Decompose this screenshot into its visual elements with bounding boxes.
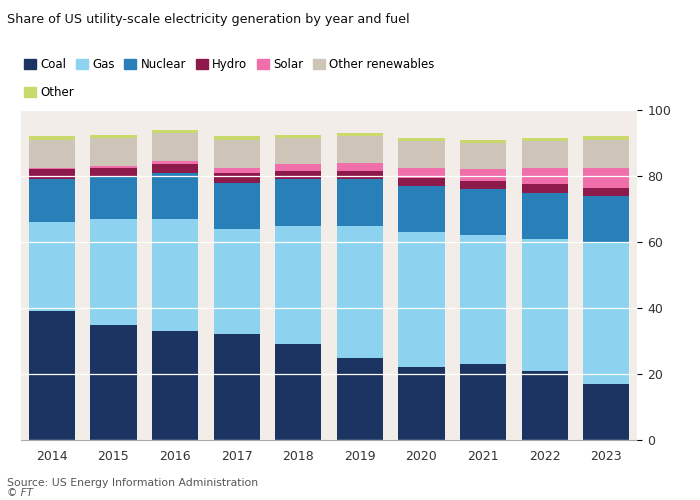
Bar bbox=[583, 188, 629, 196]
Bar bbox=[583, 168, 629, 188]
Bar bbox=[90, 166, 136, 168]
Bar bbox=[337, 136, 383, 163]
Bar bbox=[460, 181, 506, 189]
Bar bbox=[337, 226, 383, 358]
Bar bbox=[275, 134, 321, 138]
Bar bbox=[275, 180, 321, 226]
Bar bbox=[460, 364, 506, 440]
Bar bbox=[214, 136, 260, 140]
Bar bbox=[398, 368, 444, 440]
Bar bbox=[460, 140, 506, 143]
Bar bbox=[152, 164, 198, 172]
Bar bbox=[214, 182, 260, 229]
Bar bbox=[522, 142, 568, 168]
Bar bbox=[583, 196, 629, 242]
Bar bbox=[152, 172, 198, 219]
Bar bbox=[398, 168, 444, 177]
Bar bbox=[214, 334, 260, 440]
Bar bbox=[152, 133, 198, 161]
Bar bbox=[90, 176, 136, 219]
Bar bbox=[460, 189, 506, 236]
Bar bbox=[90, 219, 136, 324]
Bar bbox=[522, 138, 568, 141]
Bar bbox=[29, 222, 75, 312]
Bar bbox=[522, 238, 568, 370]
Bar bbox=[583, 242, 629, 384]
Bar bbox=[29, 170, 75, 179]
Bar bbox=[90, 168, 136, 176]
Bar bbox=[152, 331, 198, 440]
Bar bbox=[398, 142, 444, 168]
Bar bbox=[152, 161, 198, 164]
Bar bbox=[90, 134, 136, 138]
Bar bbox=[337, 133, 383, 136]
Bar bbox=[460, 236, 506, 364]
Bar bbox=[583, 384, 629, 440]
Bar bbox=[398, 138, 444, 141]
Bar bbox=[214, 172, 260, 182]
Bar bbox=[214, 168, 260, 172]
Bar bbox=[398, 232, 444, 368]
Bar bbox=[337, 163, 383, 171]
Text: Source: US Energy Information Administration: Source: US Energy Information Administra… bbox=[7, 478, 258, 488]
Bar bbox=[583, 140, 629, 168]
Bar bbox=[398, 178, 444, 186]
Bar bbox=[460, 170, 506, 181]
Bar bbox=[29, 180, 75, 222]
Legend: Other: Other bbox=[24, 86, 74, 99]
Bar bbox=[29, 136, 75, 140]
Bar bbox=[398, 186, 444, 232]
Bar bbox=[522, 192, 568, 238]
Bar bbox=[275, 171, 321, 179]
Bar bbox=[90, 324, 136, 440]
Bar bbox=[29, 140, 75, 168]
Bar bbox=[583, 136, 629, 140]
Bar bbox=[522, 370, 568, 440]
Bar bbox=[460, 143, 506, 170]
Bar bbox=[275, 226, 321, 344]
Bar bbox=[337, 171, 383, 179]
Bar bbox=[275, 344, 321, 440]
Bar bbox=[152, 219, 198, 331]
Bar bbox=[29, 312, 75, 440]
Bar bbox=[214, 140, 260, 168]
Bar bbox=[337, 358, 383, 440]
Bar bbox=[90, 138, 136, 166]
Bar bbox=[275, 138, 321, 164]
Bar bbox=[337, 180, 383, 226]
Bar bbox=[29, 168, 75, 170]
Bar bbox=[275, 164, 321, 171]
Text: © FT: © FT bbox=[7, 488, 33, 498]
Bar bbox=[214, 229, 260, 334]
Bar bbox=[522, 184, 568, 192]
Bar bbox=[152, 130, 198, 133]
Text: Share of US utility-scale electricity generation by year and fuel: Share of US utility-scale electricity ge… bbox=[7, 12, 409, 26]
Bar bbox=[522, 168, 568, 184]
